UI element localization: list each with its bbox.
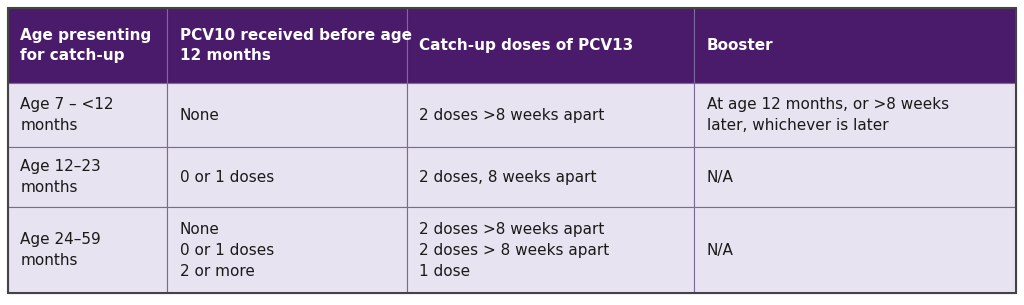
Text: 2 doses >8 weeks apart
2 doses > 8 weeks apart
1 dose: 2 doses >8 weeks apart 2 doses > 8 weeks… [420,221,609,278]
Text: 2 doses >8 weeks apart: 2 doses >8 weeks apart [420,108,605,123]
Bar [694,8,1016,83]
Bar [408,207,694,293]
Bar [694,147,1016,207]
Text: Catch-up doses of PCV13: Catch-up doses of PCV13 [420,38,634,53]
Bar [8,147,167,207]
Text: N/A: N/A [707,242,733,257]
Bar [694,83,1016,147]
Text: N/A: N/A [707,170,733,185]
Text: Age 24–59
months: Age 24–59 months [20,232,101,268]
Bar [408,83,694,147]
Text: 0 or 1 doses: 0 or 1 doses [179,170,274,185]
Bar [408,147,694,207]
Bar [408,8,694,83]
Text: Booster: Booster [707,38,773,53]
Text: At age 12 months, or >8 weeks
later, whichever is later: At age 12 months, or >8 weeks later, whi… [707,97,949,133]
Text: 2 doses, 8 weeks apart: 2 doses, 8 weeks apart [420,170,597,185]
Bar [8,83,167,147]
Bar [167,83,408,147]
Text: PCV10 received before age
12 months: PCV10 received before age 12 months [179,28,412,63]
Text: None: None [179,108,219,123]
Text: Age 12–23
months: Age 12–23 months [20,159,101,195]
Text: Age 7 – <12
months: Age 7 – <12 months [20,97,114,133]
Bar [694,207,1016,293]
Bar [167,8,408,83]
Bar [8,8,167,83]
Text: Age presenting
for catch-up: Age presenting for catch-up [20,28,152,63]
Bar [8,207,167,293]
Bar [167,207,408,293]
Text: None
0 or 1 doses
2 or more: None 0 or 1 doses 2 or more [179,221,274,278]
Bar [167,147,408,207]
